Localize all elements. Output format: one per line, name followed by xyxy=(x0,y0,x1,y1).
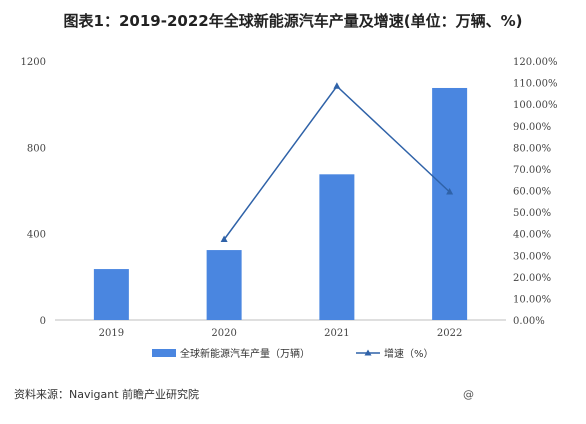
line-point xyxy=(446,188,454,195)
left-axis-tick-label: 0 xyxy=(40,316,46,327)
bar xyxy=(319,174,355,320)
bar xyxy=(206,250,242,320)
x-axis-tick-label: 2019 xyxy=(99,328,124,339)
line-point xyxy=(333,82,341,89)
right-axis-tick-label: 50.00% xyxy=(513,208,551,219)
line-series xyxy=(220,82,454,242)
line-point xyxy=(220,235,228,242)
left-axis-ticks: 0 400 800 1200 xyxy=(21,57,46,327)
left-axis-tick-label: 400 xyxy=(27,230,46,241)
right-axis-tick-label: 0.00% xyxy=(513,316,545,327)
legend-label-production: 全球新能源汽车产量（万辆） xyxy=(180,347,310,360)
right-axis-tick-label: 40.00% xyxy=(513,230,551,241)
x-axis-tick-label: 2020 xyxy=(211,328,236,339)
right-axis-tick-label: 30.00% xyxy=(513,251,551,262)
bar-series xyxy=(93,87,468,321)
x-axis-tick-label: 2022 xyxy=(437,328,462,339)
legend-label-growth: 增速（%） xyxy=(384,347,434,360)
legend-swatch-bar xyxy=(152,349,176,357)
right-axis-tick-label: 120.00% xyxy=(513,57,558,68)
chart-title: 图表1：2019-2022年全球新能源汽车产量及增速(单位：万辆、%) xyxy=(63,12,523,30)
left-axis-tick-label: 800 xyxy=(27,143,46,154)
right-axis-tick-label: 10.00% xyxy=(513,294,551,305)
right-axis-tick-label: 90.00% xyxy=(513,122,551,133)
x-axis-tick-label: 2021 xyxy=(324,328,349,339)
right-axis-tick-label: 70.00% xyxy=(513,165,551,176)
legend-swatch-marker xyxy=(364,349,372,356)
legend: 全球新能源汽车产量（万辆） 增速（%） xyxy=(152,347,434,360)
x-axis-ticks: 2019 2020 2021 2022 xyxy=(99,328,463,339)
bar xyxy=(93,269,129,320)
bar xyxy=(432,87,468,321)
right-axis-tick-label: 60.00% xyxy=(513,187,551,198)
source-mark: @ xyxy=(463,388,474,401)
source-note: 资料来源：Navigant 前瞻产业研究院 xyxy=(14,388,200,401)
right-axis-ticks: 0.00% 10.00% 20.00% 30.00% 40.00% 50.00% 60.00… xyxy=(513,57,558,327)
left-axis-tick-label: 1200 xyxy=(21,57,46,68)
right-axis-tick-label: 20.00% xyxy=(513,273,551,284)
right-axis-tick-label: 80.00% xyxy=(513,143,551,154)
right-axis-tick-label: 110.00% xyxy=(513,79,558,90)
right-axis-tick-label: 100.00% xyxy=(513,100,558,111)
